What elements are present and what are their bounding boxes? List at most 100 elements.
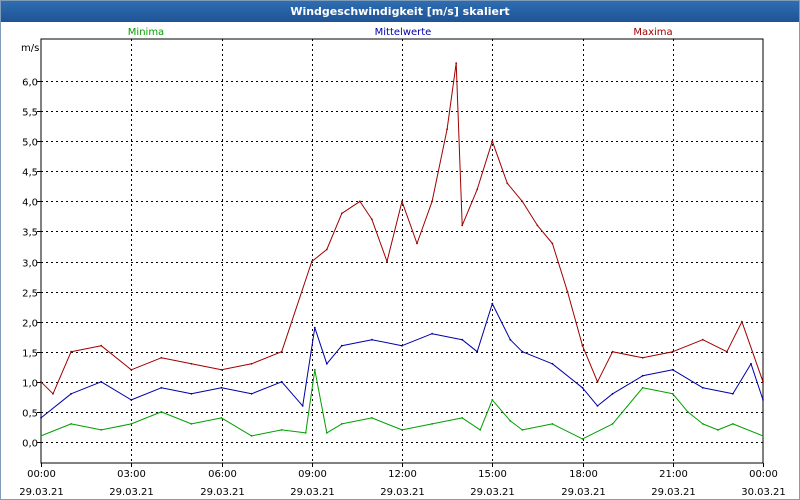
data-point — [70, 350, 72, 353]
x-tick-time: 00:00 — [749, 469, 778, 480]
data-point — [130, 368, 133, 371]
data-point — [551, 362, 554, 365]
chart-title: Windgeschwindigkeit [m/s] skaliert — [1, 1, 799, 22]
data-point — [551, 242, 554, 245]
data-point — [40, 435, 42, 437]
data-point — [160, 356, 163, 359]
x-tick-time: 15:00 — [478, 469, 507, 480]
data-point — [401, 429, 403, 431]
data-point — [732, 392, 734, 395]
x-tick-date: 29.03.21 — [109, 487, 154, 498]
data-point — [40, 417, 42, 419]
data-point — [386, 260, 388, 263]
data-point — [641, 374, 644, 377]
data-point — [100, 344, 103, 347]
series-maxima — [40, 62, 764, 395]
data-point — [313, 326, 316, 329]
x-tick-date: 29.03.21 — [561, 487, 606, 498]
data-point — [701, 386, 704, 389]
data-point — [250, 392, 253, 395]
x-tick-date: 29.03.21 — [290, 487, 335, 498]
x-tick-date: 29.03.21 — [380, 487, 425, 498]
data-point — [70, 423, 72, 425]
data-point — [371, 338, 373, 341]
wind-speed-chart: 0,0 0,5 1,0 1,5 2,0 2,5 3,0 3,5 4,0 4,5 5,0 5,5 6,0 m… — [19, 27, 786, 498]
data-point — [671, 392, 674, 395]
data-point — [371, 218, 373, 221]
data-point — [671, 350, 674, 353]
data-point — [340, 212, 343, 215]
y-tick-label: 3,0 — [22, 259, 38, 270]
series-minima — [40, 368, 764, 440]
data-point — [521, 350, 524, 353]
data-point — [491, 140, 494, 143]
y-tick-label: 2,0 — [22, 319, 38, 330]
x-tick-date: 29.03.21 — [19, 487, 64, 498]
data-point — [280, 429, 283, 431]
data-point — [70, 392, 72, 395]
data-point — [190, 362, 193, 365]
x-tick-date: 29.03.21 — [651, 487, 696, 498]
data-point — [325, 248, 328, 251]
data-point — [641, 356, 644, 359]
data-point — [596, 380, 599, 383]
data-point — [551, 423, 554, 425]
data-point — [611, 350, 614, 353]
data-point — [750, 362, 752, 365]
y-tick-label: 0,5 — [22, 409, 38, 420]
data-point — [130, 399, 133, 401]
data-point — [100, 429, 103, 431]
data-point — [310, 260, 313, 263]
data-point — [701, 423, 704, 425]
data-point — [220, 386, 223, 389]
x-tick-time: 21:00 — [659, 469, 688, 480]
data-point — [220, 368, 223, 371]
y-tick-label: 4,0 — [22, 198, 38, 209]
y-tick-label: 2,5 — [22, 289, 38, 300]
data-point — [762, 435, 764, 437]
data-point — [686, 411, 689, 413]
data-point — [301, 405, 304, 407]
y-tick-label: 0,0 — [22, 439, 38, 450]
y-tick-label: 3,5 — [22, 228, 38, 239]
data-point — [100, 380, 103, 383]
data-point — [325, 362, 328, 365]
data-point — [476, 188, 479, 191]
data-point — [611, 423, 614, 425]
data-point — [250, 362, 253, 365]
data-point — [701, 338, 704, 341]
data-point — [130, 423, 133, 425]
data-point — [726, 350, 728, 353]
data-point — [304, 432, 307, 434]
data-point — [476, 350, 479, 353]
y-tick-label: 1,5 — [22, 349, 38, 360]
data-point — [446, 128, 448, 131]
data-point — [581, 344, 584, 347]
data-point — [160, 386, 163, 389]
y-tick-label: 5,0 — [22, 138, 38, 149]
data-point — [479, 429, 482, 431]
data-point — [491, 399, 494, 401]
x-tick-date: 30.03.21 — [741, 487, 786, 498]
data-point — [671, 368, 674, 371]
data-point — [401, 344, 403, 347]
data-point — [581, 386, 584, 389]
data-point — [280, 350, 283, 353]
data-point — [340, 344, 343, 347]
data-point — [190, 423, 193, 425]
y-tick-label: 1,0 — [22, 379, 38, 390]
y-tick-label: 6,0 — [22, 78, 38, 89]
x-tick-time: 09:00 — [298, 469, 327, 480]
data-point — [521, 429, 524, 431]
data-point — [536, 224, 539, 227]
data-point — [491, 302, 494, 305]
legend-minima: Minima — [128, 27, 164, 38]
data-point — [509, 338, 512, 341]
data-point — [431, 423, 433, 425]
x-tick-time: 18:00 — [569, 469, 598, 480]
data-point — [641, 386, 644, 389]
series-mittelwerte — [40, 302, 764, 419]
data-point — [280, 380, 283, 383]
data-point — [40, 380, 42, 383]
